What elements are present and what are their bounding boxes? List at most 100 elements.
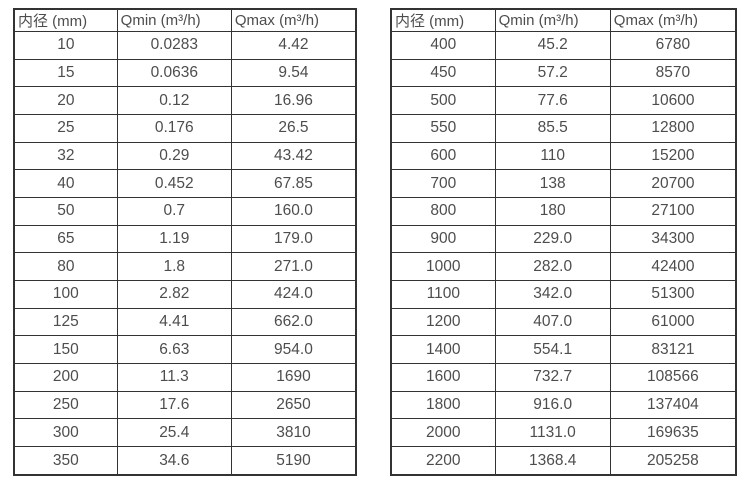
table-cell: 45.2 [494,31,611,60]
table-cell: 67.85 [230,169,357,199]
table-cell: 0.12 [116,86,232,116]
table-cell: 1200 [390,307,496,337]
table-row: 80 1.8 271.0 [13,252,357,282]
table-row: 15 0.0636 9.54 [13,58,357,88]
table-cell: 0.0283 [116,31,232,60]
table-cell: 662.0 [230,307,357,337]
table-cell: 108566 [609,363,737,392]
table-cell: 50 [13,197,118,226]
table-cell: 32 [13,141,118,171]
table-cell: 400 [390,31,496,60]
table-cell: 2.82 [116,280,232,309]
column-header: Qmax (m³/h) [609,8,737,32]
table-cell: 9.54 [230,58,357,88]
table-cell: 4.41 [116,307,232,337]
table-cell: 1368.4 [494,446,611,476]
column-header: Qmax (m³/h) [230,8,357,32]
table-cell: 205258 [609,446,737,476]
table-cell: 179.0 [230,224,357,254]
table-cell: 83121 [609,335,737,365]
table-cell: 65 [13,224,118,254]
table-row: 300 25.4 3810 [13,418,357,448]
table-cell: 169635 [609,418,737,448]
table-cell: 10 [13,31,118,60]
table-cell: 12800 [609,114,737,143]
table-cell: 25.4 [116,418,232,448]
table-cell: 27100 [609,197,737,226]
table-cell: 34.6 [116,446,232,476]
table-cell: 900 [390,224,496,254]
table-cell: 51300 [609,280,737,309]
table-cell: 8570 [609,58,737,88]
table-row: 250 17.6 2650 [13,390,357,420]
table-row: 25 0.176 26.5 [13,114,357,143]
table-cell: 80 [13,252,118,282]
table-row: 32 0.29 43.42 [13,141,357,171]
table-cell: 954.0 [230,335,357,365]
table-cell: 6.63 [116,335,232,365]
table-row: 800 180 27100 [390,197,737,226]
table-cell: 110 [494,141,611,171]
table-cell: 15 [13,58,118,88]
table-row: 100 2.82 424.0 [13,280,357,309]
table-cell: 61000 [609,307,737,337]
table-cell: 500 [390,86,496,116]
table-cell: 800 [390,197,496,226]
table-cell: 1600 [390,363,496,392]
table-cell: 15200 [609,141,737,171]
table-cell: 1000 [390,252,496,282]
table-cell: 26.5 [230,114,357,143]
table-cell: 550 [390,114,496,143]
table-cell: 5190 [230,446,357,476]
table-cell: 450 [390,58,496,88]
table-row: 20 0.12 16.96 [13,86,357,116]
table-cell: 1800 [390,390,496,420]
table-row: 50 0.7 160.0 [13,197,357,226]
table-cell: 125 [13,307,118,337]
table-cell: 150 [13,335,118,365]
table-cell: 1400 [390,335,496,365]
table-cell: 424.0 [230,280,357,309]
table-row: 500 77.6 10600 [390,86,737,116]
table-row: 125 4.41 662.0 [13,307,357,337]
table-row: 550 85.5 12800 [390,114,737,143]
table-cell: 57.2 [494,58,611,88]
table-cell: 250 [13,390,118,420]
table-row: 150 6.63 954.0 [13,335,357,365]
table-row: 1800 916.0 137404 [390,390,737,420]
table-cell: 40 [13,169,118,199]
flow-table-small-diameter: 内径 (mm) Qmin (m³/h) Qmax (m³/h) 10 0.0283 4.4… [13,8,357,476]
header-row: 内径 (mm) Qmin (m³/h) Qmax (m³/h) [390,8,737,32]
table-cell: 342.0 [494,280,611,309]
table-cell: 2200 [390,446,496,476]
table-cell: 10600 [609,86,737,116]
table-row: 1100 342.0 51300 [390,280,737,309]
table-cell: 16.96 [230,86,357,116]
table-cell: 85.5 [494,114,611,143]
table-cell: 200 [13,363,118,392]
table-cell: 20700 [609,169,737,199]
table-row: 450 57.2 8570 [390,58,737,88]
column-header: Qmin (m³/h) [116,8,232,32]
table-cell: 229.0 [494,224,611,254]
column-header: 内径 (mm) [13,8,118,32]
table-cell: 20 [13,86,118,116]
table-cell: 34300 [609,224,737,254]
table-cell: 138 [494,169,611,199]
table-row: 1600 732.7 108566 [390,363,737,392]
flow-table-large-diameter: 内径 (mm) Qmin (m³/h) Qmax (m³/h) 400 45.2 6780… [390,8,737,476]
table-row: 2000 1131.0 169635 [390,418,737,448]
table-cell: 3810 [230,418,357,448]
table-cell: 732.7 [494,363,611,392]
table-cell: 43.42 [230,141,357,171]
table-row: 1000 282.0 42400 [390,252,737,282]
table-cell: 700 [390,169,496,199]
table-row: 10 0.0283 4.42 [13,31,357,60]
column-header: 内径 (mm) [390,8,496,32]
table-cell: 600 [390,141,496,171]
header-row: 内径 (mm) Qmin (m³/h) Qmax (m³/h) [13,8,357,32]
table-cell: 350 [13,446,118,476]
table-cell: 2000 [390,418,496,448]
table-cell: 1.8 [116,252,232,282]
table-cell: 1131.0 [494,418,611,448]
